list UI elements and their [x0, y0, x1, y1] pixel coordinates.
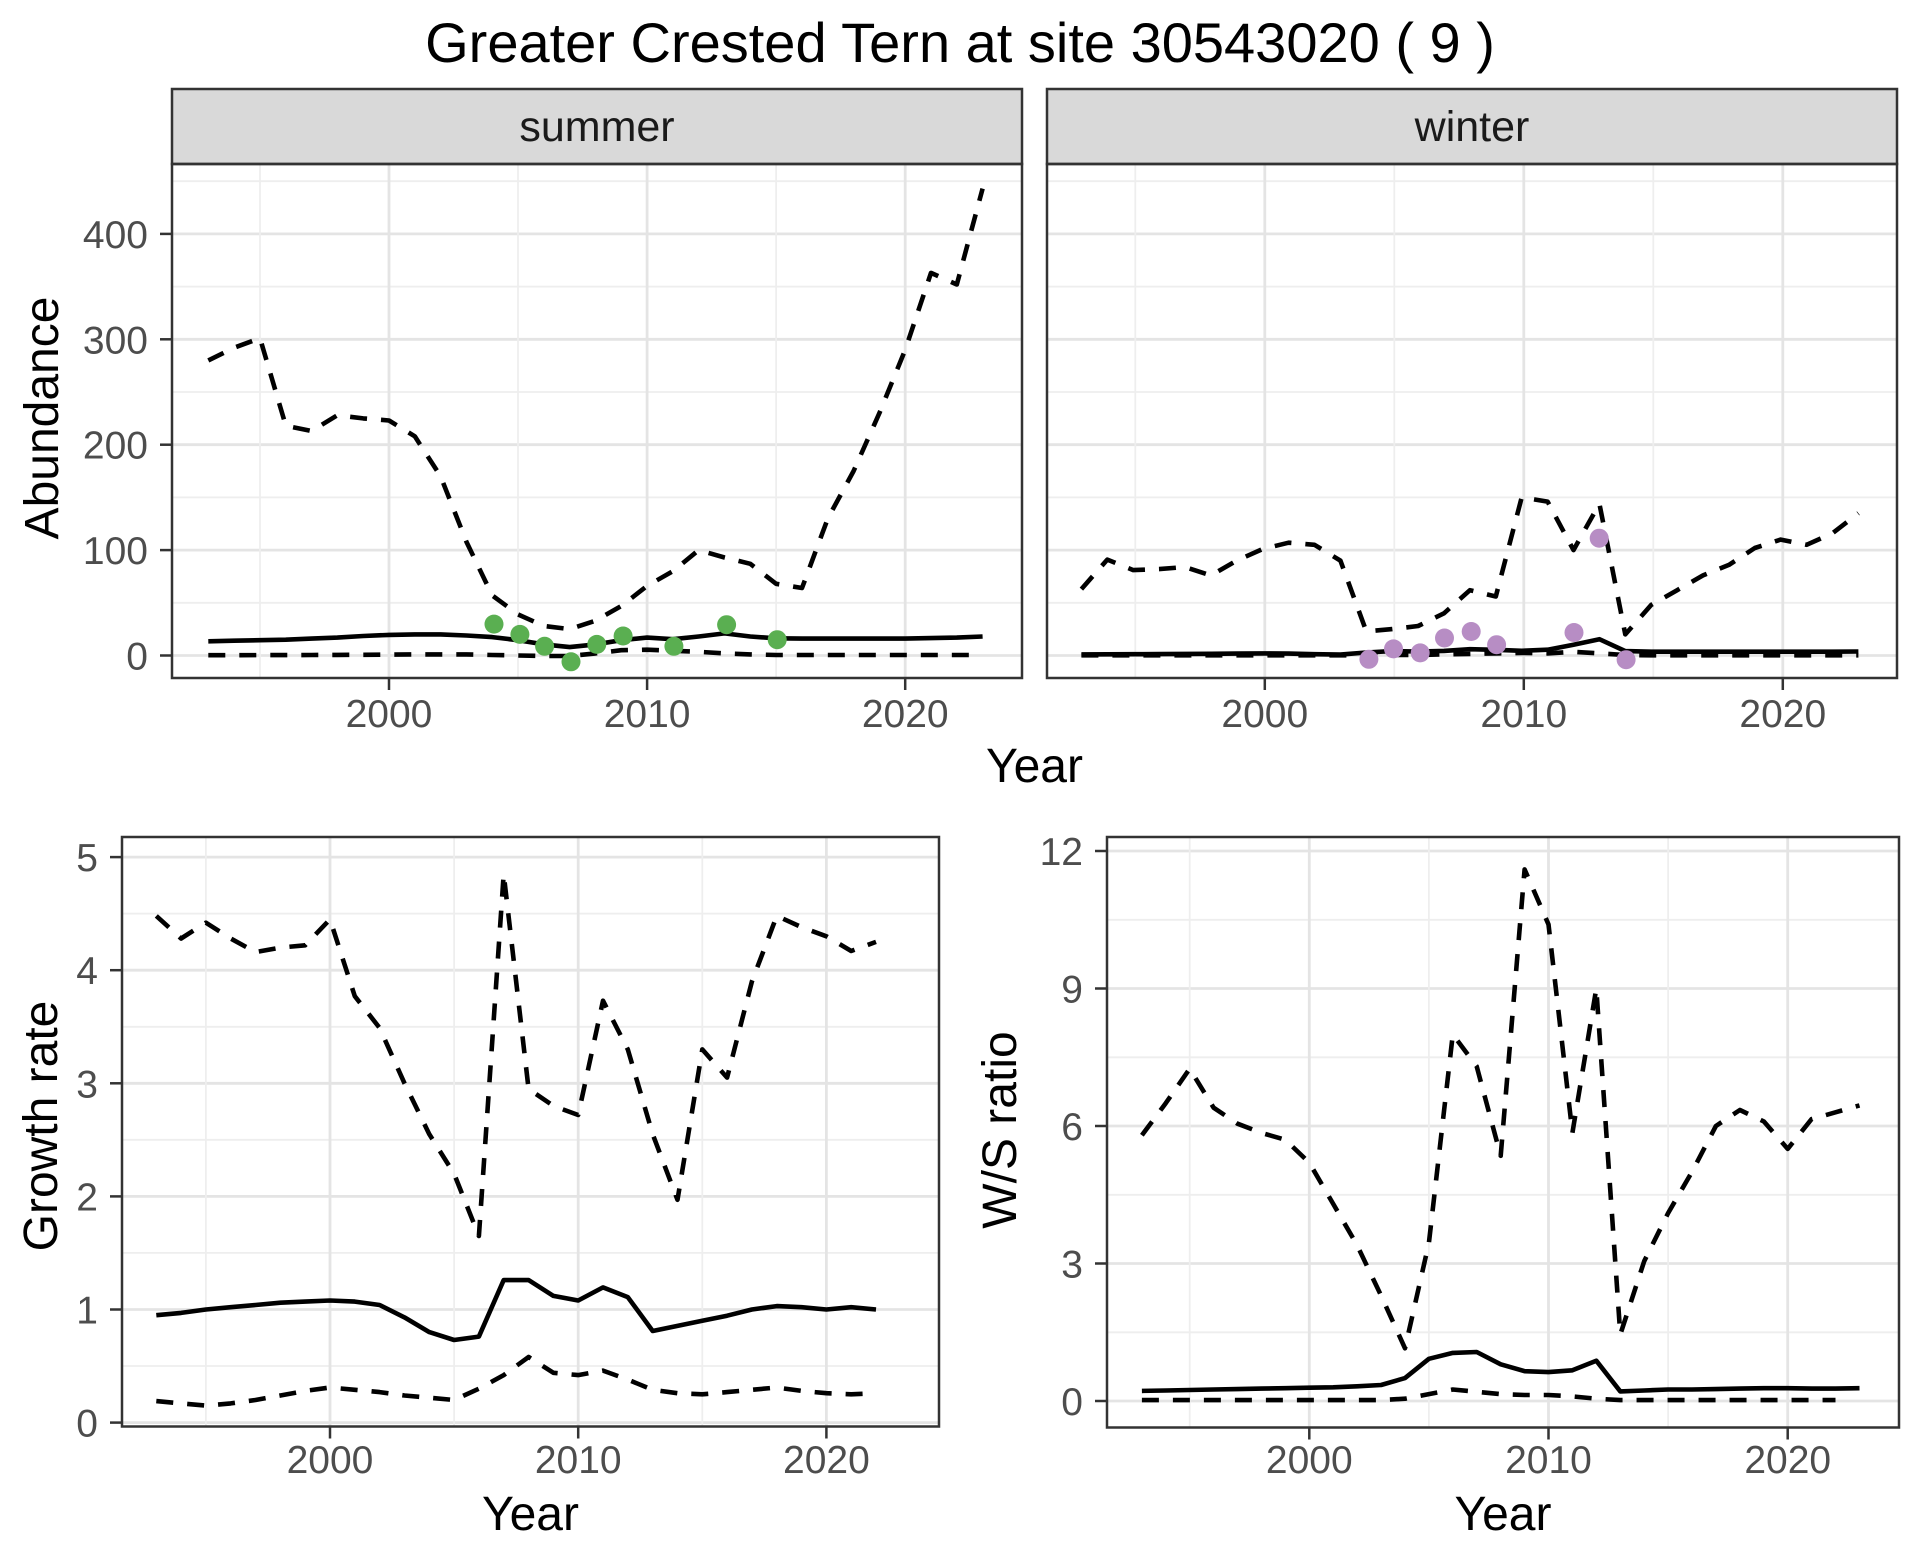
svg-text:0: 0 [76, 1403, 98, 1446]
svg-text:2010: 2010 [535, 1439, 622, 1482]
svg-text:2020: 2020 [1744, 1439, 1831, 1482]
svg-text:2010: 2010 [1480, 693, 1567, 736]
svg-text:3: 3 [76, 1063, 98, 1106]
svg-text:2020: 2020 [862, 693, 949, 736]
svg-text:12: 12 [1040, 831, 1083, 874]
svg-text:3: 3 [1061, 1244, 1083, 1287]
svg-text:2010: 2010 [1505, 1439, 1592, 1482]
svg-text:300: 300 [83, 319, 148, 362]
svg-text:2000: 2000 [287, 1439, 374, 1482]
svg-text:200: 200 [83, 425, 148, 468]
svg-text:4: 4 [76, 950, 98, 993]
svg-text:6: 6 [1061, 1106, 1083, 1149]
svg-text:2000: 2000 [346, 693, 433, 736]
svg-text:winter: winter [1414, 103, 1530, 151]
svg-text:Year: Year [482, 1488, 579, 1541]
svg-text:summer: summer [519, 103, 674, 151]
svg-text:0: 0 [126, 636, 148, 679]
svg-text:400: 400 [83, 214, 148, 257]
svg-text:Year: Year [1455, 1488, 1552, 1541]
svg-text:Growth rate: Growth rate [15, 1001, 68, 1252]
svg-text:Abundance: Abundance [16, 297, 69, 540]
svg-text:5: 5 [76, 837, 98, 880]
svg-text:9: 9 [1061, 969, 1083, 1012]
svg-text:2020: 2020 [783, 1439, 870, 1482]
svg-text:1: 1 [76, 1290, 98, 1333]
svg-text:2010: 2010 [604, 693, 691, 736]
svg-text:2: 2 [76, 1176, 98, 1219]
svg-text:0: 0 [1061, 1381, 1083, 1424]
svg-text:2000: 2000 [1266, 1439, 1353, 1482]
svg-text:Year: Year [986, 740, 1083, 793]
svg-text:W/S ratio: W/S ratio [974, 1031, 1027, 1228]
svg-text:100: 100 [83, 530, 148, 573]
svg-text:2020: 2020 [1739, 693, 1826, 736]
svg-text:2000: 2000 [1221, 693, 1308, 736]
svg-text:Greater Crested Tern at site 3: Greater Crested Tern at site 30543020 ( … [425, 11, 1495, 74]
